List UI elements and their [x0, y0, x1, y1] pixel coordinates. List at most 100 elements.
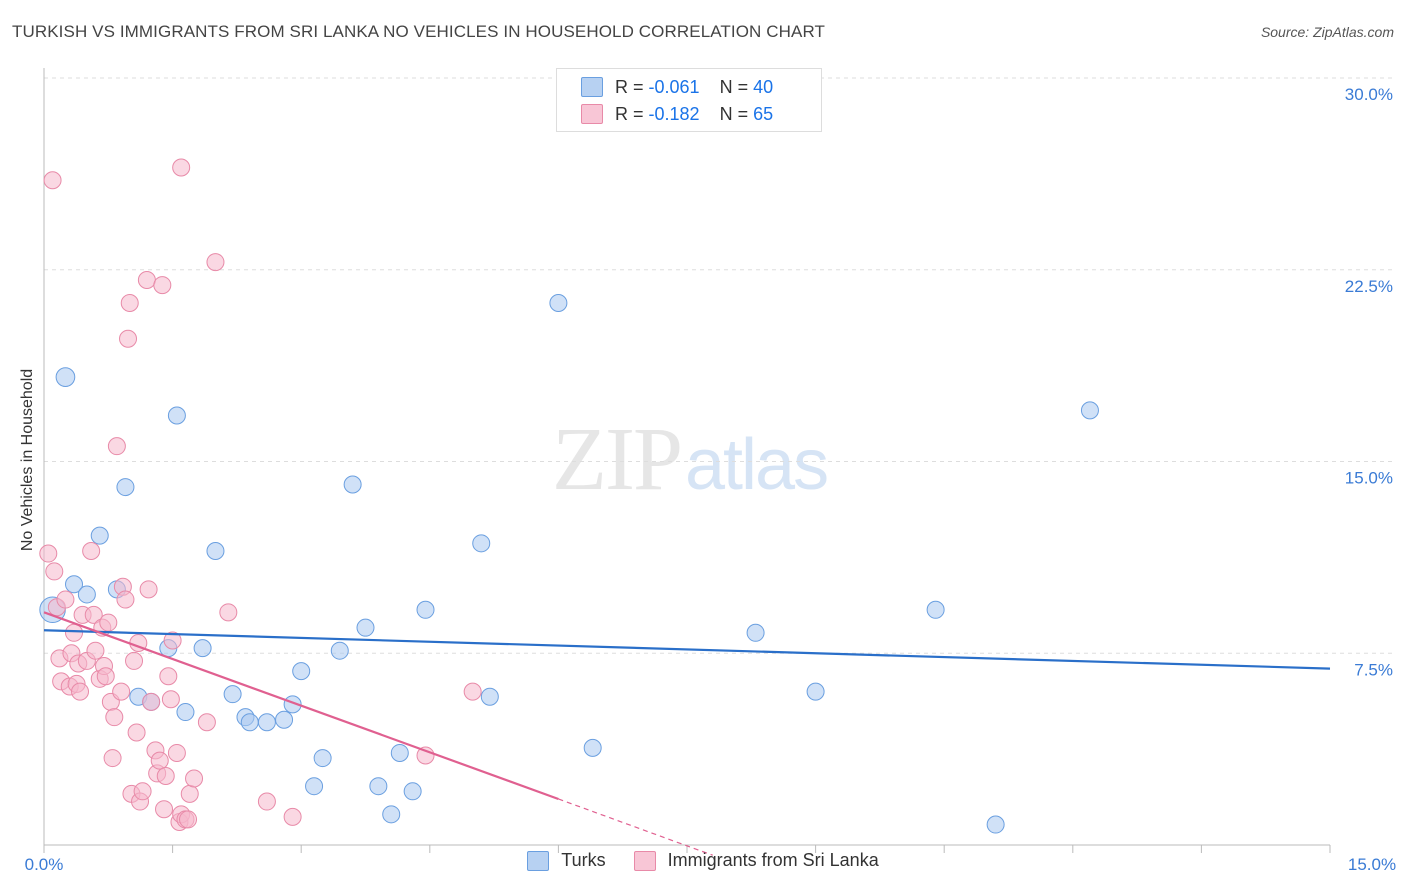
turks-point [257, 713, 276, 732]
turks-point [313, 749, 332, 768]
sri-lanka-point [96, 667, 115, 686]
sri-lanka-trend-extension [558, 798, 713, 856]
turks-point [382, 805, 401, 824]
sri-lanka-trend-line [43, 611, 559, 801]
sri-lanka-point [155, 800, 174, 819]
sri-lanka-point [153, 276, 172, 295]
sri-lanka-point [43, 171, 62, 190]
turks-point [292, 662, 311, 681]
legend-n-value: 40 [753, 76, 774, 97]
sri-lanka-point [142, 692, 161, 711]
turks-point [343, 475, 362, 494]
turks-trend-line [43, 629, 1331, 670]
legend-r-value: -0.061 [648, 76, 700, 97]
legend-turks-label: Turks [561, 850, 606, 870]
sri-lanka-point [206, 253, 225, 272]
sri-lanka-point [139, 580, 158, 599]
sri-lanka-point [185, 769, 204, 788]
turks-point [206, 541, 225, 560]
turks-point [480, 687, 499, 706]
turks-legend-swatch [527, 850, 550, 871]
y-tick-label: 22.5% [1345, 277, 1393, 296]
sri-lanka-point [112, 682, 131, 701]
sri-lanka-point [161, 690, 180, 709]
legend-item-turks: Turks [527, 850, 606, 871]
legend-n-value: 65 [753, 103, 774, 124]
sri-lanka-point [133, 782, 152, 801]
sri-lanka-point [39, 544, 58, 563]
turks-point [330, 641, 349, 660]
sri-lanka-point [105, 708, 124, 727]
turks-point [90, 526, 109, 545]
sri-lanka-point [463, 682, 482, 701]
legend-n-label: N = [719, 76, 749, 97]
sri-lanka-point [283, 807, 302, 826]
turks-point [583, 738, 602, 757]
turks-point [1080, 401, 1099, 420]
sri-lanka-point [45, 562, 64, 581]
sri-lanka-point [197, 713, 216, 732]
sri-lanka-point [159, 667, 178, 686]
stats-legend: R = -0.061 N = 40 R = -0.182 N = 65 [556, 68, 822, 132]
sri-lanka-point [56, 590, 75, 609]
turks-point [549, 293, 568, 312]
turks-point [806, 682, 825, 701]
turks-point [176, 703, 195, 722]
turks-point [55, 367, 76, 387]
turks-point [193, 639, 212, 658]
watermark: ZIPatlas [552, 408, 829, 511]
sri-lanka-point [86, 641, 105, 660]
sri-lanka-point [163, 631, 182, 650]
turks-point [416, 600, 435, 619]
sri-lanka-point [127, 723, 146, 742]
sri-lanka-point [71, 682, 90, 701]
chart-title: TURKISH VS IMMIGRANTS FROM SRI LANKA NO … [12, 22, 826, 41]
turks-point [926, 600, 945, 619]
turks-point [356, 618, 375, 637]
sri-lanka-point [120, 293, 139, 312]
sri-lanka-point [99, 613, 118, 632]
turks-point [77, 585, 96, 604]
sri-lanka-point [172, 158, 191, 177]
legend-r-value: -0.182 [648, 103, 700, 124]
sri-lanka-legend-swatch [633, 850, 656, 871]
legend-row-turks: R = -0.061 N = 40 [581, 75, 773, 99]
sri-lanka-point [180, 784, 199, 803]
watermark-atlas: atlas [685, 425, 829, 505]
turks-point [403, 782, 422, 801]
turks-point [472, 534, 491, 553]
legend-row-sri-lanka: R = -0.182 N = 65 [581, 102, 773, 126]
turks-point [986, 815, 1005, 834]
sri-lanka-point [103, 749, 122, 768]
sri-lanka-point [167, 743, 186, 762]
sri-lanka-point [150, 751, 169, 770]
sri-lanka-point [257, 792, 276, 811]
turks-point [240, 713, 259, 732]
turks-point [275, 710, 294, 729]
sri-lanka-point [107, 437, 126, 456]
x-tick-label: 15.0% [1348, 855, 1396, 874]
y-tick-label: 7.5% [1354, 660, 1393, 679]
sri-lanka-point [116, 590, 135, 609]
turks-point [369, 777, 388, 796]
y-tick-label: 15.0% [1345, 469, 1393, 488]
turks-swatch [581, 77, 603, 97]
legend-r-label: R = [615, 76, 644, 97]
turks-point [116, 478, 135, 497]
turks-point [390, 743, 409, 762]
sri-lanka-swatch [581, 104, 603, 124]
turks-point [305, 777, 324, 796]
sri-lanka-point [137, 270, 156, 289]
legend-r-label: R = [615, 103, 644, 124]
turks-point [223, 685, 242, 704]
source-label: Source: ZipAtlas.com [1260, 24, 1394, 40]
x-tick-label: 0.0% [25, 855, 64, 874]
y-tick-label: 30.0% [1345, 85, 1393, 104]
watermark-zip: ZIP [552, 410, 683, 509]
sri-lanka-point [84, 605, 103, 624]
sri-lanka-point [65, 623, 84, 642]
turks-point [167, 406, 186, 425]
legend-sri-lanka-label: Immigrants from Sri Lanka [667, 850, 879, 870]
legend-n-label: N = [719, 103, 749, 124]
